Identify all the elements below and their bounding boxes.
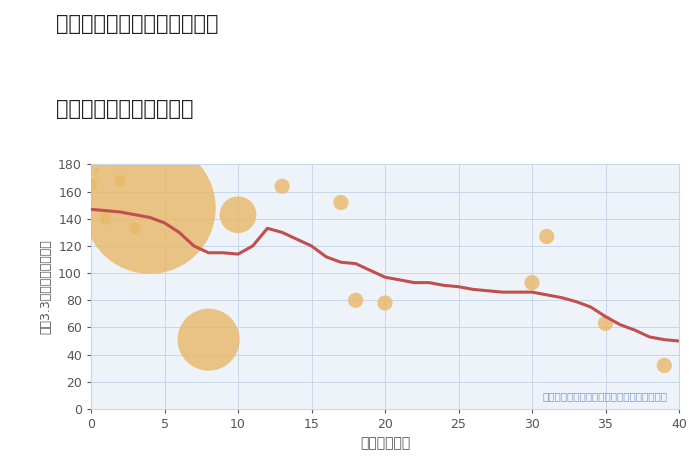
Text: 兵庫県西宮市甲子園七番町の: 兵庫県西宮市甲子園七番町の: [56, 14, 218, 34]
X-axis label: 築年数（年）: 築年数（年）: [360, 437, 410, 450]
Point: [541, 233, 552, 240]
Point: [144, 204, 155, 212]
Point: [276, 182, 288, 190]
Point: [130, 225, 141, 232]
Text: 円の大きさは、取引のあった物件面積を示す: 円の大きさは、取引のあった物件面積を示す: [542, 392, 667, 401]
Point: [100, 215, 111, 223]
Y-axis label: 坪（3.3㎡）単価（万円）: 坪（3.3㎡）単価（万円）: [39, 239, 52, 334]
Point: [600, 320, 611, 327]
Point: [115, 177, 126, 185]
Text: 築年数別中古戸建て価格: 築年数別中古戸建て価格: [56, 99, 193, 119]
Point: [335, 199, 346, 206]
Point: [659, 362, 670, 369]
Point: [203, 336, 214, 344]
Point: [85, 181, 97, 188]
Point: [379, 299, 391, 307]
Point: [232, 211, 244, 219]
Point: [85, 164, 97, 171]
Point: [350, 297, 361, 304]
Point: [526, 279, 538, 286]
